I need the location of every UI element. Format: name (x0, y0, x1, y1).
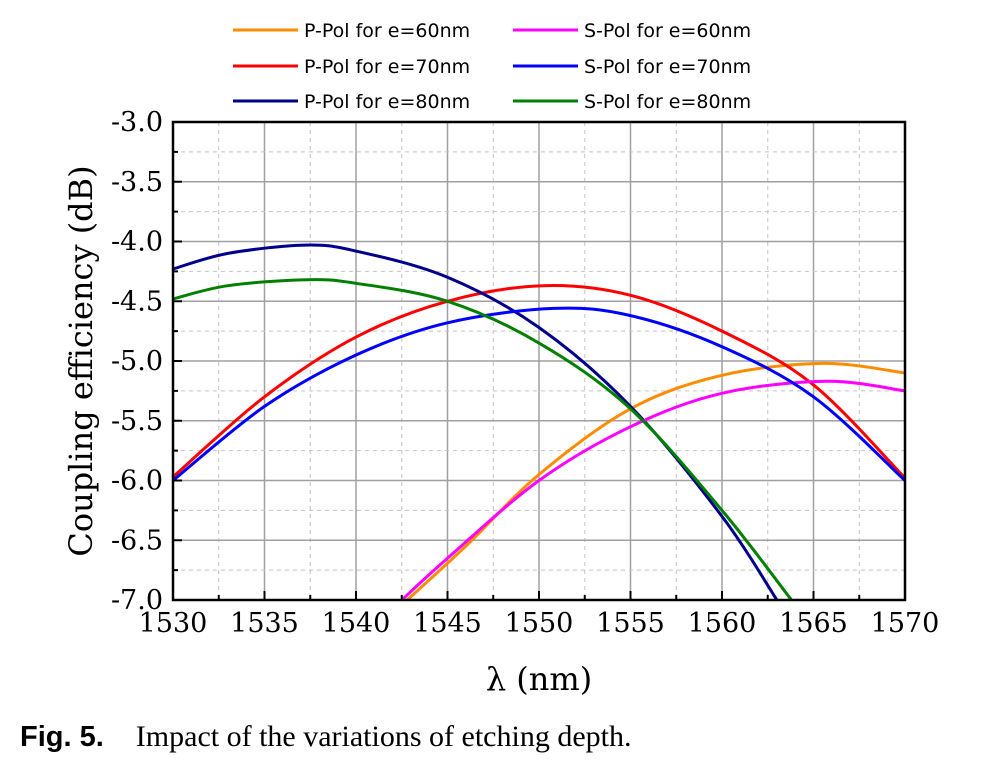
figure-caption: Fig. 5. Impact of the variations of etch… (20, 720, 960, 754)
legend-label: S-Pol for e=70nm (584, 56, 751, 78)
x-tick-label: 1570 (871, 608, 940, 639)
x-tick-label: 1540 (322, 608, 391, 639)
y-tick-labels: -3.0 -3.5 -4.0 -4.5 -5.0 -5.5 -6.0 -6.5 -7.0 (111, 107, 163, 616)
caption-text: Impact of the variations of etching dept… (135, 720, 632, 753)
x-tick-label: 1550 (505, 608, 574, 639)
series-line (173, 306, 905, 482)
y-tick-label: -6.0 (111, 466, 163, 497)
x-axis-title: λ (nm) (486, 660, 592, 698)
x-tick-labels: 1530 1535 1540 1545 1550 1555 1560 1565 1570 (139, 608, 940, 639)
coupling-efficiency-chart: 1530 1535 1540 1545 1550 1555 1560 1565 1570 -3.… (62, 20, 940, 698)
chart-grid (172, 121, 906, 601)
y-tick-label: -5.5 (111, 406, 163, 437)
chart-legend: P-Pol for e=60nm S-Pol for e=60nm P-Pol fo… (233, 20, 751, 113)
series-line (173, 284, 905, 480)
series-line (400, 379, 905, 600)
legend-label: P-Pol for e=80nm (304, 91, 470, 113)
y-tick-label: -4.0 (111, 227, 163, 258)
legend-label: P-Pol for e=70nm (304, 56, 470, 78)
y-axis-title: Coupling efficiency (dB) (62, 165, 100, 556)
y-tick-label: -4.5 (111, 286, 163, 317)
legend-label: S-Pol for e=60nm (584, 20, 751, 42)
chart-series-lines (173, 243, 905, 600)
x-tick-label: 1565 (779, 608, 848, 639)
x-tick-label: 1545 (413, 608, 482, 639)
axis-ticks (172, 121, 906, 601)
y-tick-label: -3.0 (111, 107, 163, 138)
legend-label: S-Pol for e=80nm (584, 91, 751, 113)
series-line (173, 278, 793, 600)
y-tick-label: -3.5 (111, 167, 163, 198)
y-tick-label: -7.0 (111, 585, 163, 616)
legend-label: P-Pol for e=60nm (304, 20, 470, 42)
x-tick-label: 1535 (230, 608, 299, 639)
x-tick-label: 1560 (688, 608, 757, 639)
series-line (173, 243, 779, 600)
y-tick-label: -5.0 (111, 346, 163, 377)
x-tick-label: 1530 (139, 608, 208, 639)
caption-label: Fig. 5. (20, 721, 104, 753)
x-tick-label: 1555 (596, 608, 665, 639)
y-tick-label: -6.5 (111, 525, 163, 556)
